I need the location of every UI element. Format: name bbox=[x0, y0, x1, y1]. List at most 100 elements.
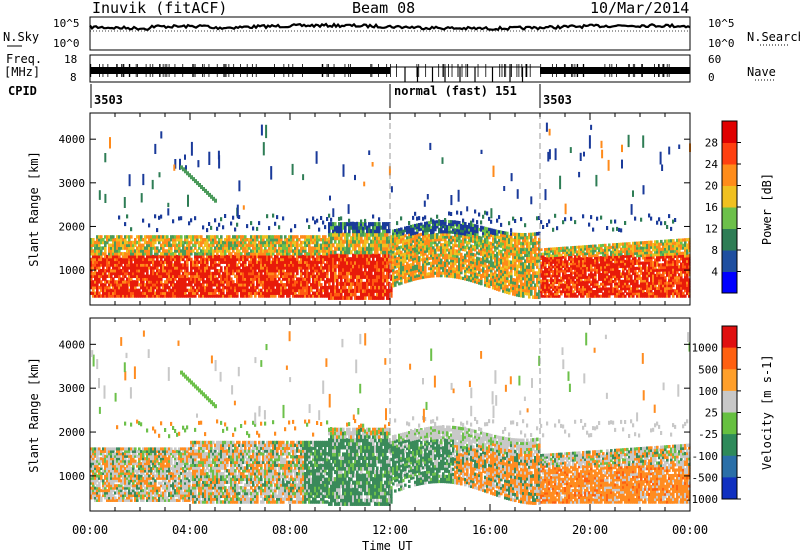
power-cell bbox=[316, 285, 319, 290]
power-cell bbox=[114, 274, 117, 279]
power-upper-cell bbox=[570, 216, 573, 221]
power-cell bbox=[290, 285, 293, 290]
power-upper-cell bbox=[188, 221, 191, 226]
power-cell bbox=[96, 243, 99, 248]
power-cell bbox=[146, 283, 149, 287]
power-cell bbox=[354, 274, 357, 279]
power-cell bbox=[266, 240, 269, 245]
power-cell bbox=[344, 250, 347, 255]
power-cell bbox=[336, 253, 339, 258]
power-cell bbox=[112, 288, 115, 293]
power-cell bbox=[182, 254, 185, 259]
power-upper-cell bbox=[462, 218, 465, 223]
power-cell bbox=[240, 263, 243, 267]
power-cell bbox=[160, 263, 163, 267]
power-cell bbox=[352, 271, 355, 276]
power-cell bbox=[142, 257, 145, 262]
power-cell bbox=[256, 238, 259, 242]
power-cell bbox=[268, 263, 271, 267]
power-cell bbox=[154, 271, 157, 276]
power-cell bbox=[162, 249, 165, 253]
power-cell bbox=[350, 274, 353, 279]
power-cell bbox=[322, 294, 325, 298]
power-cell bbox=[288, 291, 291, 295]
power-cell bbox=[184, 246, 187, 250]
power-cell bbox=[286, 291, 289, 295]
power-cell bbox=[306, 294, 309, 298]
power-cell bbox=[226, 266, 229, 270]
power-cell bbox=[96, 274, 99, 279]
power-cell bbox=[248, 252, 251, 256]
power-cell bbox=[302, 288, 305, 293]
power-cell bbox=[250, 238, 253, 242]
power-cell bbox=[130, 274, 133, 279]
power-upper-cell bbox=[156, 228, 159, 233]
power-cell bbox=[238, 283, 241, 287]
power-cell bbox=[168, 254, 171, 259]
power-cell bbox=[132, 246, 135, 250]
power-cell bbox=[186, 294, 189, 298]
power-cell bbox=[332, 236, 335, 241]
power-cell bbox=[318, 254, 321, 259]
power-cell bbox=[96, 291, 99, 295]
power-cell bbox=[288, 238, 291, 242]
power-cell bbox=[280, 266, 283, 270]
power-cell bbox=[278, 285, 281, 290]
power-cell bbox=[242, 240, 245, 245]
power-cell bbox=[198, 271, 201, 276]
power-cell bbox=[262, 249, 265, 253]
power-cell bbox=[314, 246, 317, 250]
power-cell bbox=[148, 257, 151, 262]
power-cell bbox=[292, 243, 295, 248]
power-cell bbox=[320, 238, 323, 242]
power-cell bbox=[128, 291, 131, 295]
power-cell bbox=[148, 280, 151, 284]
power-cell bbox=[210, 285, 213, 290]
power-cell bbox=[194, 283, 197, 287]
power-cell bbox=[282, 291, 285, 295]
power-cell bbox=[148, 266, 151, 270]
power-cell bbox=[90, 266, 93, 270]
power-cell bbox=[352, 281, 355, 286]
power-upper-cell bbox=[422, 216, 425, 221]
power-cell bbox=[280, 240, 283, 245]
power-cell bbox=[352, 229, 355, 234]
power-cell bbox=[230, 266, 233, 270]
power-cell bbox=[240, 294, 243, 298]
power-cell bbox=[142, 269, 145, 273]
power-cell bbox=[214, 254, 217, 259]
power-cell bbox=[274, 260, 277, 264]
power-cell bbox=[182, 252, 185, 256]
power-cell bbox=[212, 243, 215, 248]
power-cell bbox=[178, 260, 181, 264]
power-cell bbox=[314, 249, 317, 253]
power-cell bbox=[168, 291, 171, 295]
power-cell bbox=[230, 246, 233, 250]
power-cell bbox=[350, 278, 353, 283]
power-cell bbox=[292, 252, 295, 256]
power-cell bbox=[110, 283, 113, 287]
power-cell bbox=[148, 254, 151, 259]
power-cell bbox=[130, 285, 133, 290]
power-cell bbox=[132, 288, 135, 293]
power-cell bbox=[194, 240, 197, 245]
power-cell bbox=[316, 243, 319, 248]
power-cell bbox=[126, 291, 129, 295]
power-cell bbox=[186, 240, 189, 245]
power-cell bbox=[310, 246, 313, 250]
power-cell bbox=[344, 295, 347, 300]
power-cell bbox=[308, 246, 311, 250]
power-cell bbox=[184, 291, 187, 295]
power-cell bbox=[208, 280, 211, 284]
power-cell bbox=[122, 238, 125, 242]
power-cell bbox=[166, 263, 169, 267]
power-cell bbox=[244, 249, 247, 253]
power-cell bbox=[192, 271, 195, 276]
power-cell bbox=[286, 271, 289, 276]
power-cell bbox=[142, 271, 145, 276]
power-cell bbox=[132, 294, 135, 298]
power-cell bbox=[98, 240, 101, 245]
power-upper-cell bbox=[218, 222, 221, 227]
power-cell bbox=[126, 269, 129, 273]
power-cell bbox=[134, 260, 137, 264]
